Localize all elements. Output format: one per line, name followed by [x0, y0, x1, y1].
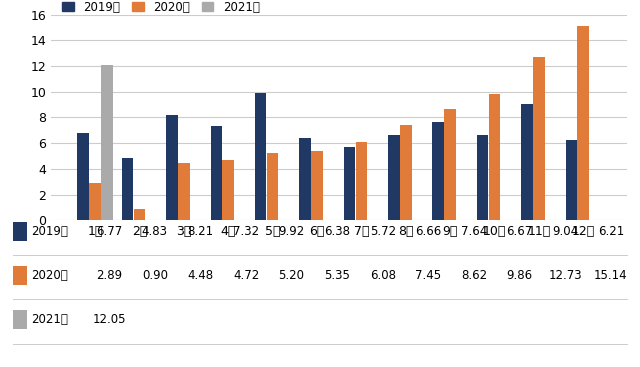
Text: 9.92: 9.92 — [278, 225, 305, 238]
Bar — [477, 135, 488, 220]
Text: 12.05: 12.05 — [92, 313, 126, 326]
Bar — [566, 141, 577, 220]
Text: 9.04: 9.04 — [552, 225, 579, 238]
Text: 8.62: 8.62 — [461, 269, 487, 282]
Bar — [122, 158, 133, 220]
Text: 2021年: 2021年 — [31, 313, 68, 326]
Bar — [388, 135, 399, 220]
Text: 0.90: 0.90 — [142, 269, 168, 282]
Bar — [178, 163, 189, 220]
Text: 6.08: 6.08 — [370, 269, 396, 282]
Bar — [356, 142, 367, 220]
Text: 7.32: 7.32 — [233, 225, 259, 238]
Text: 2.89: 2.89 — [96, 269, 122, 282]
Bar — [211, 126, 222, 220]
Text: 4.48: 4.48 — [188, 269, 214, 282]
Bar — [444, 109, 456, 220]
Legend: 2019年, 2020年, 2021年: 2019年, 2020年, 2021年 — [57, 0, 264, 18]
Text: 5.20: 5.20 — [278, 269, 305, 282]
Bar — [433, 122, 444, 220]
Text: 9.86: 9.86 — [506, 269, 532, 282]
Text: 12.73: 12.73 — [548, 269, 582, 282]
Text: 6.67: 6.67 — [506, 225, 532, 238]
Text: 7.45: 7.45 — [415, 269, 442, 282]
Bar — [400, 124, 412, 220]
Bar — [90, 183, 101, 220]
Bar — [223, 160, 234, 220]
Bar — [134, 208, 145, 220]
Bar — [166, 115, 178, 220]
Text: 5.72: 5.72 — [370, 225, 396, 238]
Text: 4.83: 4.83 — [142, 225, 168, 238]
Bar — [521, 104, 532, 220]
Bar — [255, 93, 266, 220]
FancyBboxPatch shape — [13, 266, 27, 285]
Bar — [533, 57, 545, 220]
FancyBboxPatch shape — [13, 222, 27, 241]
Text: 7.64: 7.64 — [461, 225, 487, 238]
Bar — [577, 26, 589, 220]
Text: 2019年: 2019年 — [31, 225, 68, 238]
Bar — [300, 138, 311, 220]
Text: 6.66: 6.66 — [415, 225, 442, 238]
Text: 5.35: 5.35 — [324, 269, 350, 282]
Bar — [267, 153, 278, 220]
Bar — [77, 133, 89, 220]
FancyBboxPatch shape — [13, 310, 27, 329]
Text: 8.21: 8.21 — [188, 225, 214, 238]
Text: 2020年: 2020年 — [31, 269, 67, 282]
Bar — [344, 147, 355, 220]
Text: 6.21: 6.21 — [598, 225, 624, 238]
Bar — [311, 152, 323, 220]
Text: 4.72: 4.72 — [233, 269, 259, 282]
Text: 6.77: 6.77 — [96, 225, 122, 238]
Bar — [489, 94, 500, 220]
Text: 6.38: 6.38 — [324, 225, 350, 238]
Text: 15.14: 15.14 — [594, 269, 628, 282]
Bar — [101, 65, 113, 220]
